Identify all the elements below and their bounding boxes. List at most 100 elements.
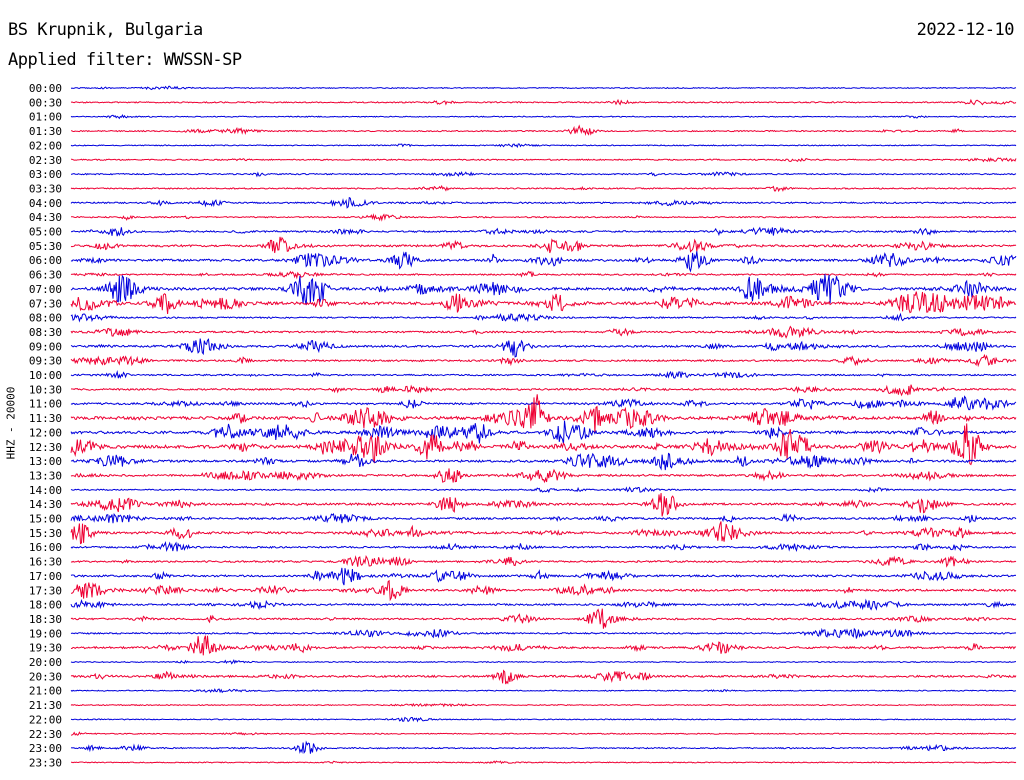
time-tick-label: 07:00 <box>29 283 62 296</box>
seismic-traces <box>70 85 1017 765</box>
time-tick-label: 22:00 <box>29 713 62 726</box>
time-tick-label: 03:30 <box>29 182 62 195</box>
time-tick-label: 08:00 <box>29 312 62 325</box>
seismic-trace-0300 <box>71 171 1017 178</box>
time-tick-label: 19:30 <box>29 642 62 655</box>
seismic-trace-0430 <box>70 213 1017 222</box>
time-tick-label: 18:30 <box>29 613 62 626</box>
seismic-trace-1500 <box>70 513 1017 524</box>
seismic-trace-1830 <box>70 608 1017 629</box>
time-tick-label: 21:30 <box>29 699 62 712</box>
time-tick-label: 15:30 <box>29 527 62 540</box>
seismic-trace-1300 <box>70 452 1017 471</box>
seismic-trace-0630 <box>70 270 1017 280</box>
seismic-trace-0830 <box>70 325 1017 339</box>
seismic-trace-0230 <box>70 157 1017 163</box>
time-tick-label: 02:00 <box>29 139 62 152</box>
seismic-trace-0600 <box>70 251 1017 273</box>
time-tick-label: 21:00 <box>29 685 62 698</box>
seismic-trace-0930 <box>70 353 1017 368</box>
time-tick-label: 11:00 <box>29 398 62 411</box>
seismic-trace-1430 <box>70 493 1017 517</box>
filter-label: Applied filter: WWSSN-SP <box>8 50 242 70</box>
time-tick-label: 17:00 <box>29 570 62 583</box>
time-tick-label: 06:30 <box>29 269 62 282</box>
seismic-trace-1100 <box>70 395 1017 411</box>
time-tick-label: 12:00 <box>29 426 62 439</box>
time-tick-label: 18:00 <box>29 599 62 612</box>
seismic-trace-0100 <box>70 113 1017 120</box>
seismic-trace-0200 <box>70 143 1017 149</box>
seismic-trace-1900 <box>70 627 1017 639</box>
time-tick-label: 05:30 <box>29 240 62 253</box>
seismic-trace-1230 <box>70 423 1017 466</box>
seismic-trace-2100 <box>70 688 1017 694</box>
time-tick-label: 07:30 <box>29 297 62 310</box>
time-tick-label: 17:30 <box>29 584 62 597</box>
seismic-trace-0030 <box>70 98 1017 106</box>
seismic-trace-2000 <box>70 659 1016 665</box>
seismic-trace-1800 <box>70 598 1017 611</box>
time-tick-label: 10:30 <box>29 383 62 396</box>
time-tick-label: 12:30 <box>29 441 62 454</box>
seismic-trace-0130 <box>70 124 1017 136</box>
time-tick-label: 09:00 <box>29 340 62 353</box>
seismic-trace-0000 <box>70 85 1017 91</box>
date-label: 2022-12-10 <box>916 20 1015 40</box>
seismic-trace-2300 <box>70 740 1017 754</box>
time-tick-label: 13:30 <box>29 469 62 482</box>
seismic-trace-0800 <box>70 312 1017 323</box>
seismic-trace-1930 <box>70 635 1017 656</box>
time-tick-label: 01:00 <box>29 111 62 124</box>
seismic-trace-1600 <box>70 541 1016 553</box>
time-tick-label: 13:00 <box>29 455 62 468</box>
time-tick-label: 03:00 <box>29 168 62 181</box>
seismic-trace-0530 <box>70 236 1017 254</box>
seismic-trace-1730 <box>71 579 1017 602</box>
time-tick-label: 14:00 <box>29 484 62 497</box>
seismic-trace-1030 <box>70 384 1017 397</box>
time-tick-label: 00:00 <box>29 82 62 95</box>
time-tick-label: 06:00 <box>29 254 62 267</box>
time-tick-label: 08:30 <box>29 326 62 339</box>
seismic-trace-1200 <box>70 420 1016 444</box>
time-tick-label: 23:30 <box>29 756 62 769</box>
time-tick-label: 23:00 <box>29 742 62 755</box>
time-tick-label: 04:00 <box>29 197 62 210</box>
seismic-trace-0500 <box>70 226 1017 237</box>
time-tick-label: 11:30 <box>29 412 62 425</box>
seismic-trace-2130 <box>70 702 1017 708</box>
seismic-trace-0900 <box>70 338 1017 358</box>
time-tick-label: 04:30 <box>29 211 62 224</box>
time-tick-label: 19:00 <box>29 627 62 640</box>
time-tick-label: 16:30 <box>29 556 62 569</box>
seismic-trace-0330 <box>70 184 1017 193</box>
seismic-trace-1330 <box>70 468 1017 484</box>
time-tick-label: 20:00 <box>29 656 62 669</box>
time-tick-label: 02:30 <box>29 154 62 167</box>
time-tick-label: 16:00 <box>29 541 62 554</box>
seismic-trace-1630 <box>70 554 1017 568</box>
seismic-trace-2200 <box>70 716 1016 723</box>
seismic-trace-1130 <box>70 394 1017 433</box>
seismic-trace-1530 <box>70 521 1016 545</box>
time-tick-label: 14:30 <box>29 498 62 511</box>
seismic-trace-1400 <box>70 486 1017 494</box>
seismic-trace-0400 <box>70 196 1017 209</box>
time-tick-label: 15:00 <box>29 513 62 526</box>
time-tick-label: 22:30 <box>29 728 62 741</box>
seismic-trace-0730 <box>70 291 1017 314</box>
time-tick-label: 20:30 <box>29 670 62 683</box>
seismic-trace-0700 <box>70 274 1017 306</box>
station-title: BS Krupnik, Bulgaria <box>8 20 203 40</box>
time-tick-label: 09:30 <box>29 355 62 368</box>
seismic-trace-2030 <box>70 669 1017 685</box>
time-tick-label: 10:00 <box>29 369 62 382</box>
time-tick-label: 01:30 <box>29 125 62 138</box>
seismic-trace-1000 <box>70 370 1017 379</box>
time-tick-label: 00:30 <box>29 96 62 109</box>
seismic-trace-2330 <box>71 760 1017 765</box>
time-tick-label: 05:00 <box>29 226 62 239</box>
